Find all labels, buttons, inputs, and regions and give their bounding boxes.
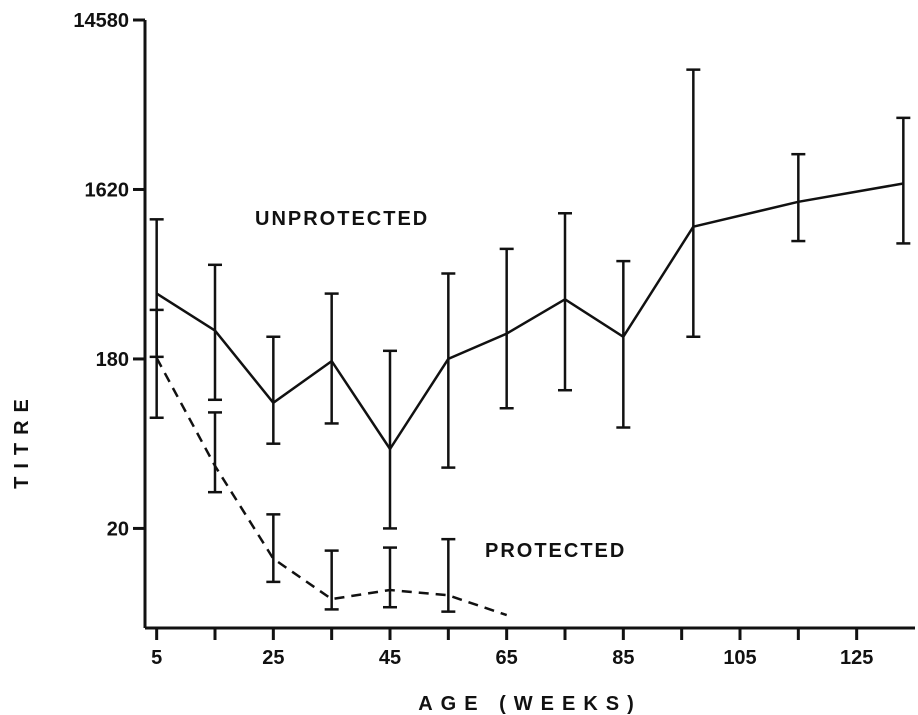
x-tick-label: 105	[723, 647, 756, 669]
series-layer	[149, 68, 911, 617]
series-unprotected	[149, 68, 911, 530]
series-protected	[149, 308, 508, 617]
x-tick-label: 45	[379, 647, 401, 669]
y-tick-label: 1620	[85, 179, 130, 201]
x-tick-label: 65	[496, 647, 518, 669]
y-tick-label: 180	[96, 349, 129, 371]
x-tick-label: 25	[262, 647, 284, 669]
y-axis-title: TITRE	[11, 391, 33, 489]
y-tick-label: 14580	[73, 10, 129, 32]
axes: 20 180 1620 14580 5 25 45 65 85 105 125	[73, 10, 915, 669]
x-tick-label: 85	[612, 647, 634, 669]
series-label-unprotected: UNPROTECTED	[255, 208, 429, 230]
series-line	[156, 182, 904, 452]
x-axis-title: AGE (WEEKS)	[418, 693, 642, 715]
series-label-protected: PROTECTED	[485, 540, 626, 562]
y-tick-label: 20	[107, 518, 129, 540]
x-tick-label: 125	[840, 647, 873, 669]
x-tick-label: 5	[151, 647, 162, 669]
labels-layer: AGE (WEEKS) TITRE UNPROTECTED PROTECTED	[11, 208, 642, 715]
